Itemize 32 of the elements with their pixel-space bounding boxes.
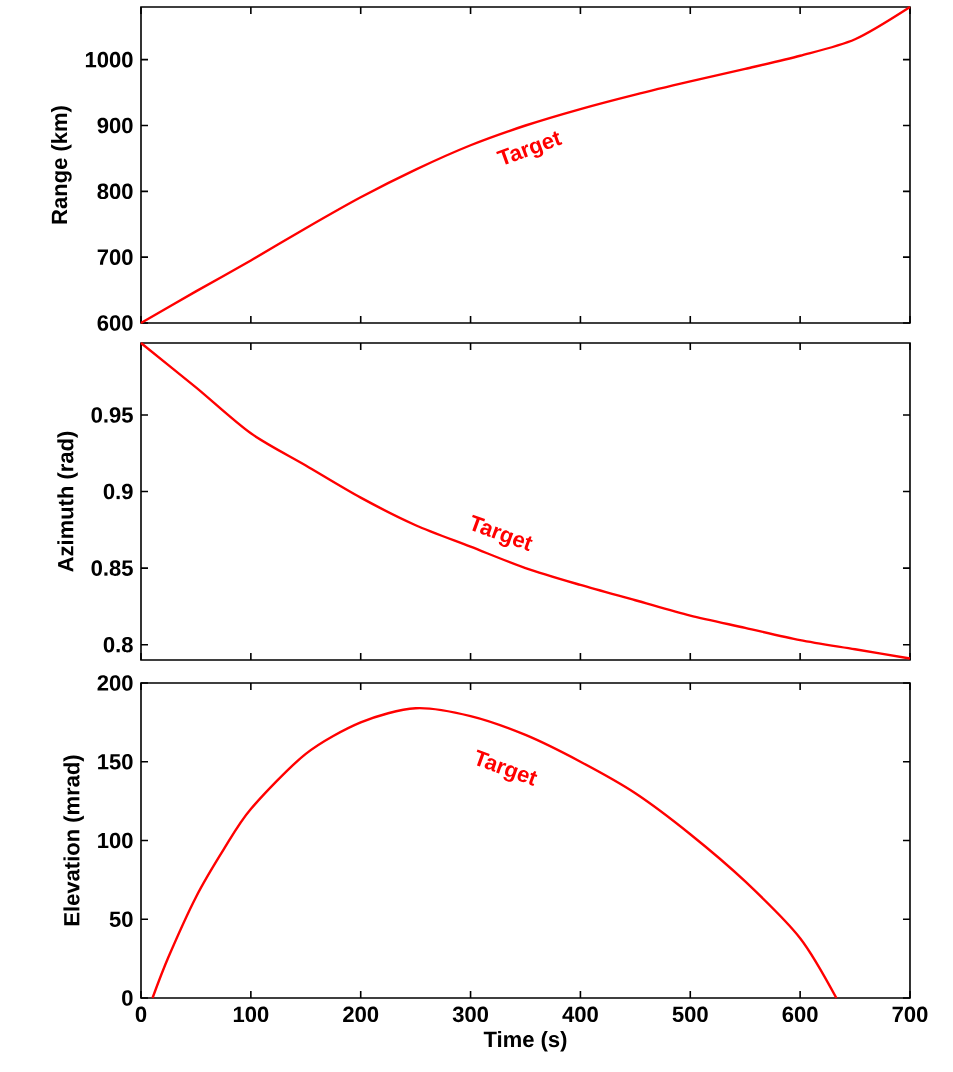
y-tick-label: 100	[98, 832, 133, 849]
x-tick-label: 0	[135, 1006, 147, 1023]
y-tick-label: 0.9	[103, 483, 133, 500]
x-tick-label: 300	[452, 1006, 489, 1023]
y-tick-label: 900	[97, 117, 133, 134]
x-tick-label: 100	[233, 1006, 269, 1023]
y-tick-label: 1000	[85, 51, 133, 68]
y-axis-title: Range (km)	[51, 106, 72, 224]
x-tick-label: 200	[343, 1006, 379, 1023]
y-axis-title: Azimuth (rad)	[57, 431, 78, 572]
y-tick-label: 700	[97, 249, 133, 265]
y-tick-label: 0.95	[91, 407, 133, 423]
annotation: Target	[496, 131, 563, 165]
annotation: Target	[472, 514, 533, 551]
y-tick-label: 600	[97, 315, 133, 331]
x-tick-label: 700	[892, 1006, 928, 1023]
x-tick-label: 500	[672, 1006, 708, 1023]
y-tick-label: 800	[97, 183, 133, 200]
y-tick-label: 50	[109, 911, 133, 928]
line-series	[151, 706, 838, 1000]
y-tick-label: 200	[97, 675, 133, 691]
line-series	[139, 341, 912, 660]
y-tick-label: 0.8	[103, 636, 133, 653]
y-tick-label: 150	[98, 753, 133, 770]
y-tick-label: 0.85	[91, 560, 133, 576]
y-axis-title: Elevation (mrad)	[63, 755, 84, 926]
annotation: Target	[476, 749, 538, 786]
x-tick-label: 600	[782, 1006, 818, 1023]
x-axis-title: Time (s)	[483, 1030, 567, 1052]
line-series	[139, 5, 912, 325]
y-tick-label: 0	[122, 990, 133, 1006]
x-tick-label: 400	[562, 1006, 598, 1023]
